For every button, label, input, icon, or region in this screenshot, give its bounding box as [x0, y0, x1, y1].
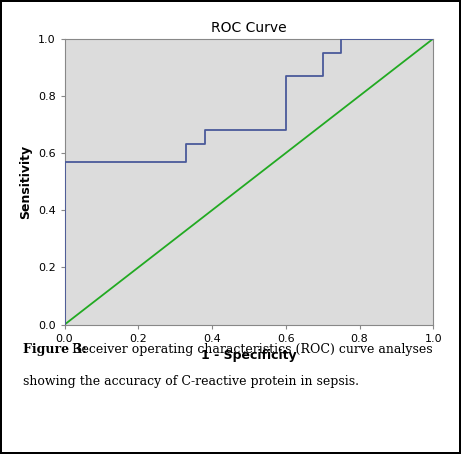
- Y-axis label: Sensitivity: Sensitivity: [19, 144, 32, 219]
- Text: Receiver operating characteristics (ROC) curve analyses: Receiver operating characteristics (ROC)…: [68, 343, 433, 356]
- Text: Figure 3:: Figure 3:: [23, 343, 87, 356]
- Text: showing the accuracy of C-reactive protein in sepsis.: showing the accuracy of C-reactive prote…: [23, 375, 359, 388]
- Title: ROC Curve: ROC Curve: [211, 20, 287, 35]
- X-axis label: 1 - Specificity: 1 - Specificity: [201, 349, 297, 362]
